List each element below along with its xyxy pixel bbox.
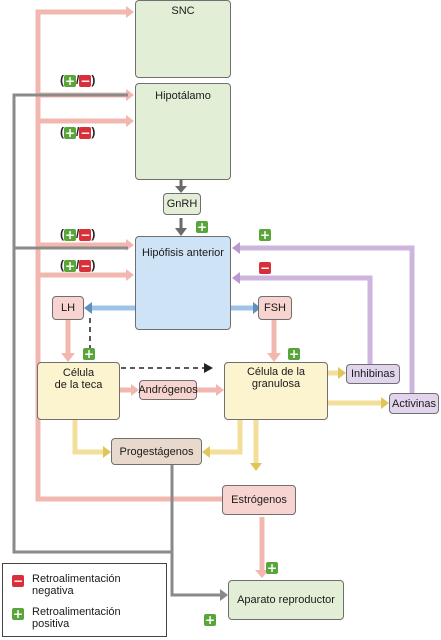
- granulosa-box: Célula de la granulosa: [224, 362, 328, 420]
- plus-icon: +: [64, 259, 76, 273]
- plus-icon: +: [64, 126, 76, 140]
- inhibinas-label: Inhibinas: [350, 368, 396, 380]
- lh-box: LH: [52, 296, 84, 320]
- activinas-label: Activinas: [391, 397, 437, 410]
- fsh-label: FSH: [264, 302, 286, 314]
- lh-label: LH: [60, 302, 76, 314]
- feedback-marker-hipotalamo: (+/−): [60, 125, 96, 140]
- estrogenos-label: Estrógenos: [231, 494, 287, 506]
- feedback-marker-snc: (+/−): [60, 73, 96, 88]
- fsh-plus-icon: +: [288, 347, 300, 361]
- hipofisis-label: Hipófisis anterior: [142, 247, 224, 259]
- inhibinas-box: Inhibinas: [346, 364, 400, 384]
- plus-icon: +: [64, 228, 76, 242]
- androgenos-label: Andrógenos: [138, 384, 198, 396]
- feedback-marker-hipofisis-upper: (+/−): [60, 227, 96, 242]
- gnrh-label: GnRH: [166, 198, 198, 210]
- activinas-plus-icon: +: [259, 228, 271, 242]
- teca-box: Célula de la teca: [37, 362, 120, 420]
- plus-icon: +: [64, 74, 76, 88]
- minus-icon: −: [79, 228, 92, 242]
- hipotalamo-label: Hipotálamo: [155, 90, 211, 102]
- minus-icon: −: [79, 74, 92, 88]
- hipotalamo-box: Hipotálamo: [135, 83, 231, 180]
- progestagenos-box: Progestágenos: [111, 438, 202, 465]
- estrogenos-box: Estrógenos: [222, 485, 296, 515]
- gnrh-plus-icon: +: [196, 220, 208, 234]
- estrogenos-plus-icon: +: [266, 561, 278, 575]
- fsh-box: FSH: [258, 296, 292, 320]
- legend: − Retroalimentación negativa + Retroalim…: [2, 563, 167, 637]
- minus-icon: −: [79, 259, 92, 273]
- legend-minus-icon: −: [12, 574, 24, 588]
- inhibinas-minus-icon: −: [259, 261, 271, 275]
- legend-negative-label: Retroalimentación negativa: [32, 573, 121, 597]
- progestagenos-plus-icon: +: [204, 613, 216, 627]
- feedback-marker-hipofisis-lower: (+/−): [60, 258, 96, 273]
- progestagenos-label: Progestágenos: [119, 445, 194, 458]
- legend-positive-label: Retroalimentación positiva: [32, 606, 121, 630]
- snc-box: SNC: [135, 0, 231, 78]
- granulosa-label: Célula de la granulosa: [246, 366, 306, 390]
- hipofisis-box: Hipófisis anterior: [135, 236, 231, 330]
- aparato-label: Aparato reproductor: [237, 594, 335, 606]
- lh-plus-icon: +: [83, 347, 95, 361]
- teca-label: Célula de la teca: [54, 367, 103, 391]
- legend-plus-icon: +: [12, 607, 24, 621]
- minus-icon: −: [79, 126, 92, 140]
- androgenos-box: Andrógenos: [138, 380, 198, 400]
- aparato-box: Aparato reproductor: [228, 580, 344, 620]
- activinas-box: Activinas: [389, 393, 439, 414]
- snc-label: SNC: [171, 5, 195, 17]
- gnrh-box: GnRH: [163, 193, 201, 215]
